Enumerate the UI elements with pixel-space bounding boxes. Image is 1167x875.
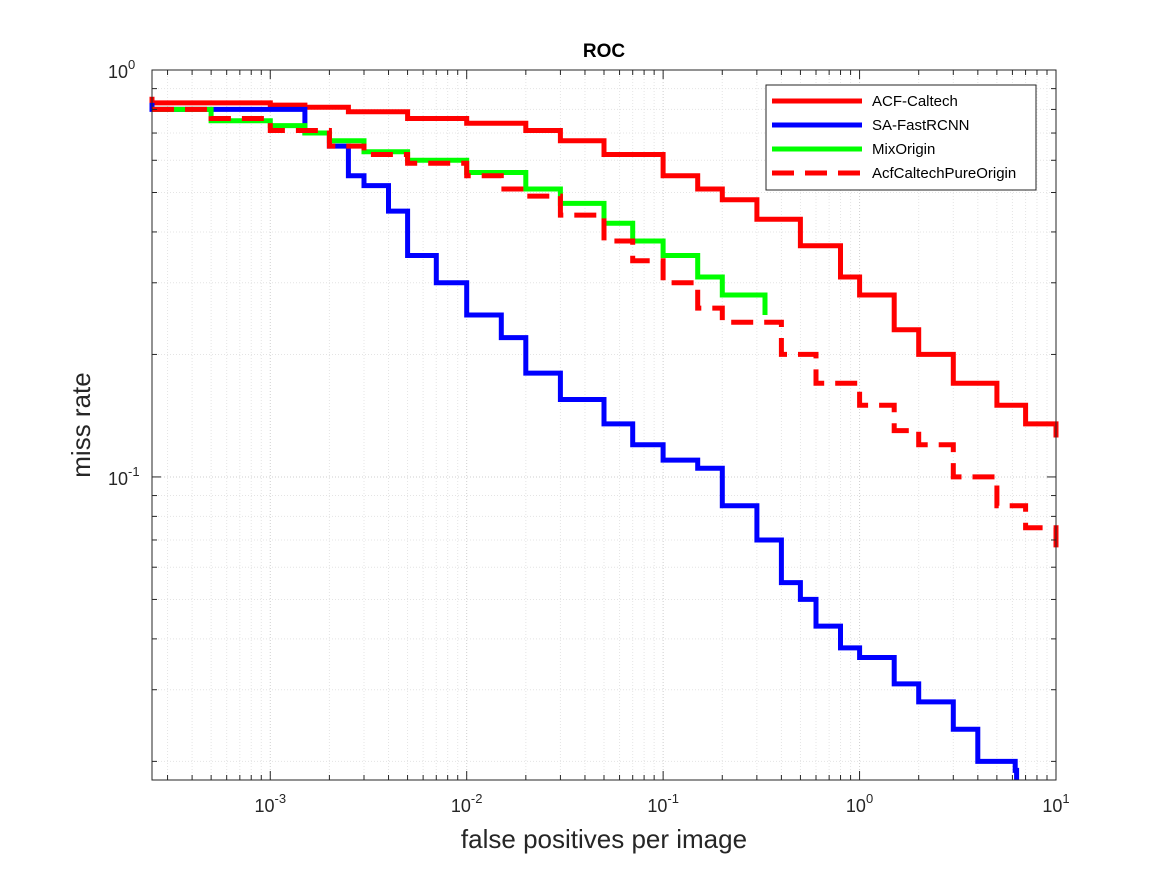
x-tick-label: 10-2	[451, 791, 483, 816]
y-tick-label: 10-1	[108, 464, 140, 489]
legend-label: MixOrigin	[872, 141, 935, 158]
chart-title: ROC	[583, 41, 626, 62]
axis-ticks: 10-3 10-2 10-1 100 101 10-1 100	[108, 57, 1070, 816]
legend-label: ACF-Caltech	[872, 93, 958, 110]
x-tick-label: 10-1	[647, 791, 679, 816]
grid	[152, 69, 1057, 780]
y-axis-label: miss rate	[66, 372, 96, 477]
x-tick-label: 101	[1042, 791, 1069, 816]
x-tick-label: 100	[846, 791, 873, 816]
legend-label: SA-FastRCNN	[872, 117, 970, 134]
series-line-mixorigin	[152, 106, 768, 315]
x-tick-label: 10-3	[254, 791, 286, 816]
series-line-sa-fastrcnn	[149, 102, 1020, 780]
legend: ACF-Caltech SA-FastRCNN MixOrigin AcfCaltec…	[765, 84, 1037, 191]
series-lines	[149, 96, 1059, 780]
legend-label: AcfCaltechPureOrigin	[872, 165, 1016, 182]
x-axis-label: false positives per image	[461, 824, 747, 854]
series-line-acfcaltechpureorigin	[152, 106, 1059, 548]
y-tick-label: 100	[108, 57, 135, 82]
series-line-acf-caltech	[149, 96, 1059, 438]
